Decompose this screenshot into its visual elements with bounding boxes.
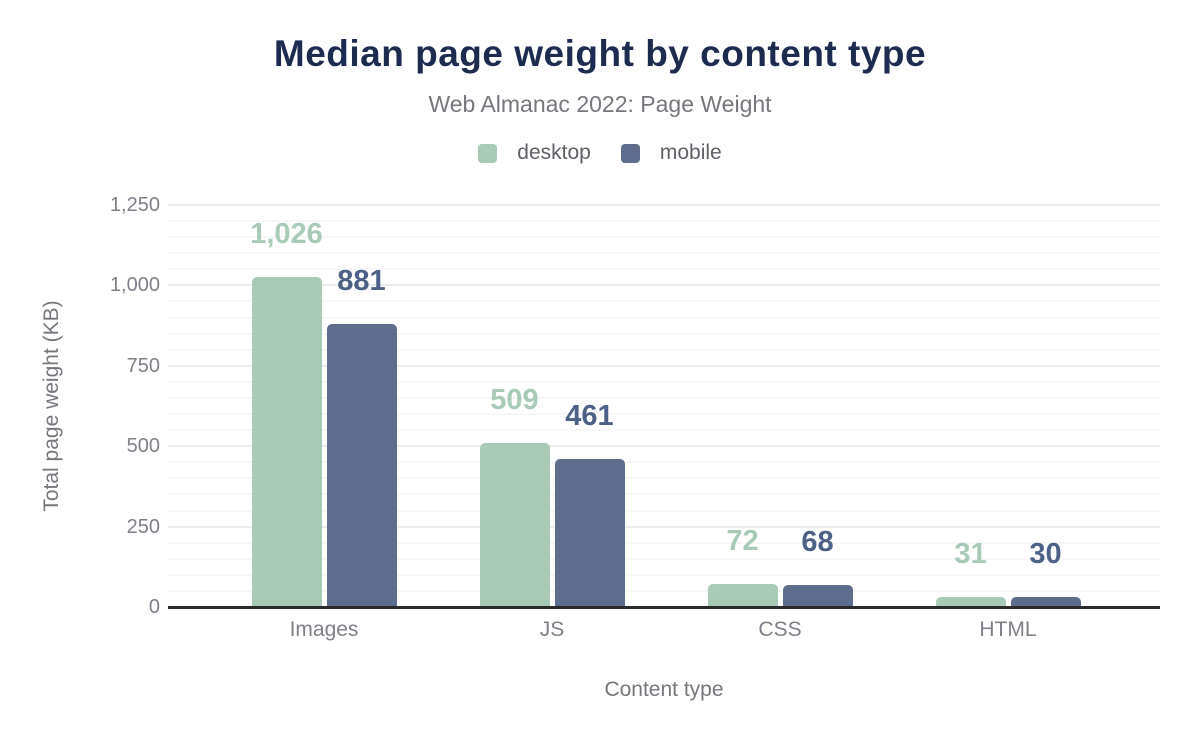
bar-mobile-js [554, 458, 625, 607]
gridline-minor [168, 252, 1160, 255]
bar-value-label-mobile-js: 461 [565, 399, 614, 432]
gridline-major [168, 284, 1160, 287]
bar-mobile-css [782, 585, 853, 607]
gridline-minor [168, 477, 1160, 480]
legend-label-desktop: desktop [517, 141, 591, 164]
y-tick-label: 1,000 [109, 274, 160, 297]
y-tick-label: 500 [126, 435, 160, 458]
x-tick-label-js: JS [539, 618, 565, 641]
legend-label-mobile: mobile [659, 141, 722, 164]
bar-value-label-desktop-images: 1,026 [250, 218, 323, 251]
chart-title: Median page weight by content type [273, 33, 927, 74]
legend-item-desktop: desktop [478, 141, 591, 165]
gridline-minor [168, 236, 1160, 239]
y-tick-label: 750 [126, 354, 160, 377]
bar-desktop-js [479, 443, 550, 607]
gridline-major [168, 204, 1160, 206]
gridline-minor [168, 429, 1160, 432]
bar-desktop-css [707, 583, 778, 607]
y-tick-label: 250 [126, 515, 160, 538]
y-axis-title: Total page weight (KB) [40, 300, 63, 512]
gridline-minor [168, 396, 1160, 399]
bar-desktop-images [251, 277, 322, 607]
bar-mobile-images [326, 323, 397, 607]
x-tick-label-images: Images [289, 618, 359, 641]
bar-value-label-desktop-html: 31 [954, 538, 987, 571]
gridline-minor [168, 509, 1160, 512]
gridline-minor [168, 557, 1160, 560]
legend-swatch-desktop [478, 143, 498, 163]
gridline-major [168, 525, 1160, 528]
gridline-major [168, 364, 1160, 367]
legend-item-mobile: mobile [620, 141, 722, 165]
bar-value-label-desktop-css: 72 [726, 524, 759, 557]
gridline-minor [168, 461, 1160, 464]
bar-mobile-html [1010, 597, 1081, 607]
gridline-minor [168, 541, 1160, 544]
bar-value-label-mobile-css: 68 [801, 526, 834, 559]
x-axis-line [168, 606, 1160, 609]
gridline-minor [168, 413, 1160, 416]
y-tick-label: 1,250 [109, 194, 160, 216]
chart-subtitle: Web Almanac 2022: Page Weight [428, 91, 772, 117]
gridline-minor [168, 573, 1160, 576]
gridline-minor [168, 300, 1160, 303]
legend: desktop mobile [0, 141, 1200, 165]
gridline-minor [168, 316, 1160, 319]
gridline-minor [168, 493, 1160, 496]
gridline-minor [168, 348, 1160, 351]
gridline-minor [168, 380, 1160, 383]
y-tick-label: 0 [148, 596, 160, 618]
bar-value-label-mobile-html: 30 [1029, 538, 1062, 571]
gridline-major [168, 445, 1160, 448]
bar-value-label-desktop-js: 509 [490, 384, 539, 417]
bar-desktop-html [935, 597, 1006, 607]
x-tick-label-css: CSS [758, 618, 802, 641]
gridline-minor [168, 220, 1160, 223]
legend-swatch-mobile [620, 143, 640, 163]
x-tick-label-html: HTML [979, 618, 1037, 641]
bar-value-label-mobile-images: 881 [337, 264, 386, 297]
gridline-minor [168, 332, 1160, 335]
gridline-minor [168, 268, 1160, 271]
gridline-minor [168, 589, 1160, 592]
x-axis-title: Content type [604, 678, 724, 701]
